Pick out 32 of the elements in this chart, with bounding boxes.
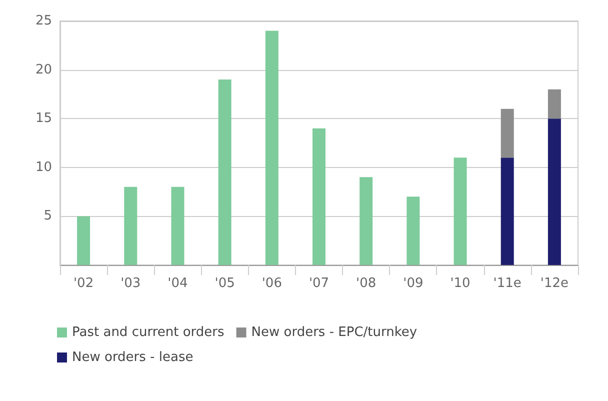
bar <box>406 196 420 265</box>
x-tick-label: '05 <box>214 276 235 291</box>
x-tick-label: '11e <box>493 276 522 291</box>
x-tick-label: '06 <box>262 276 282 291</box>
bar <box>360 177 373 265</box>
y-tick-label: 20 <box>35 62 52 78</box>
y-tick-label: 10 <box>35 160 52 175</box>
x-tick-label: '03 <box>120 276 141 291</box>
bar <box>218 80 232 265</box>
legend-label: New orders - lease <box>72 350 194 365</box>
y-tick-label: 5 <box>44 208 52 224</box>
bar <box>77 216 90 265</box>
legend-label: New orders - EPC/turnkey <box>251 325 418 340</box>
y-tick-label: 15 <box>35 111 52 126</box>
x-tick-label: '08 <box>356 276 376 291</box>
bar <box>265 30 278 265</box>
bar <box>171 186 184 265</box>
x-tick-label: '09 <box>403 276 424 291</box>
legend-label: Past and current orders <box>72 325 225 340</box>
bar <box>312 128 326 265</box>
x-tick-label: '12e <box>540 276 569 291</box>
x-tick-label: '10 <box>450 276 470 291</box>
bar <box>500 158 514 265</box>
y-tick-label: 25 <box>35 14 52 28</box>
x-tick-label: '02 <box>73 276 94 291</box>
bar <box>548 89 561 119</box>
bar <box>124 186 138 265</box>
bar <box>454 158 467 265</box>
bar <box>548 118 561 265</box>
x-tick-label: '07 <box>308 276 330 291</box>
bar <box>500 108 514 158</box>
x-tick-label: '04 <box>168 276 188 291</box>
